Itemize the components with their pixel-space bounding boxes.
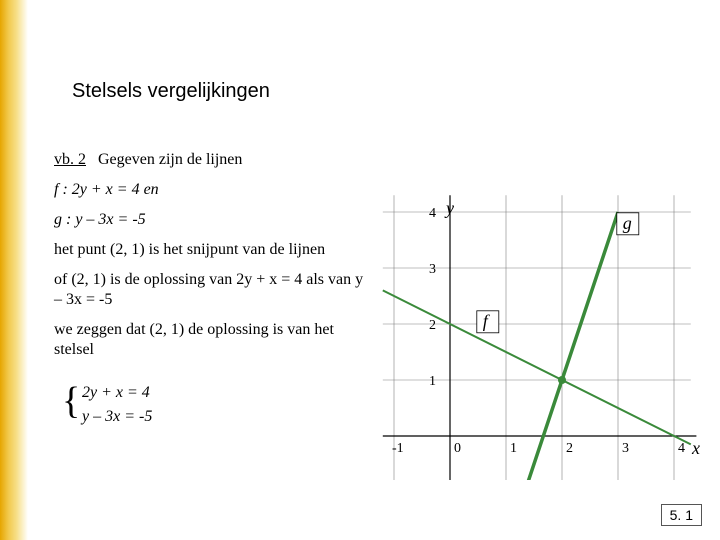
svg-text:2: 2 — [429, 318, 436, 333]
system-eq-1: 2y + x = 4 — [82, 384, 152, 402]
coordinate-graph: -101234-11234yxfg — [378, 140, 708, 480]
system-brace: { — [62, 388, 80, 415]
explanation-3: we zeggen dat (2, 1) de oplossing is van… — [54, 320, 374, 360]
svg-text:g: g — [623, 213, 632, 233]
explanation-2: of (2, 1) is de oplossing van 2y + x = 4… — [54, 270, 374, 310]
line-f: f : 2y + x = 4 en — [54, 180, 374, 200]
given-text: Gegeven zijn de lijnen — [98, 151, 242, 168]
svg-text:3: 3 — [622, 441, 629, 456]
svg-text:0: 0 — [454, 441, 461, 456]
svg-text:4: 4 — [429, 206, 436, 221]
left-column: vb. 2 Gegeven zijn de lijnen f : 2y + x … — [54, 150, 374, 370]
system-equations: 2y + x = 4 y – 3x = -5 — [82, 384, 152, 432]
svg-text:y: y — [444, 198, 454, 218]
line-g: g : y – 3x = -5 — [54, 210, 374, 230]
slide-number: 5. 1 — [661, 504, 702, 526]
svg-text:3: 3 — [429, 262, 436, 277]
svg-text:2: 2 — [566, 441, 573, 456]
svg-text:1: 1 — [510, 441, 517, 456]
given-line: vb. 2 Gegeven zijn de lijnen — [54, 150, 374, 170]
explanation-1: het punt (2, 1) is het snijpunt van de l… — [54, 240, 374, 260]
system-eq-2: y – 3x = -5 — [82, 408, 152, 426]
example-number: vb. 2 — [54, 151, 86, 168]
page-title: Stelsels vergelijkingen — [72, 80, 270, 103]
svg-text:-1: -1 — [392, 441, 404, 456]
svg-text:1: 1 — [429, 374, 436, 389]
accent-stripe — [0, 0, 28, 540]
svg-text:x: x — [691, 438, 700, 458]
svg-text:4: 4 — [678, 441, 685, 456]
